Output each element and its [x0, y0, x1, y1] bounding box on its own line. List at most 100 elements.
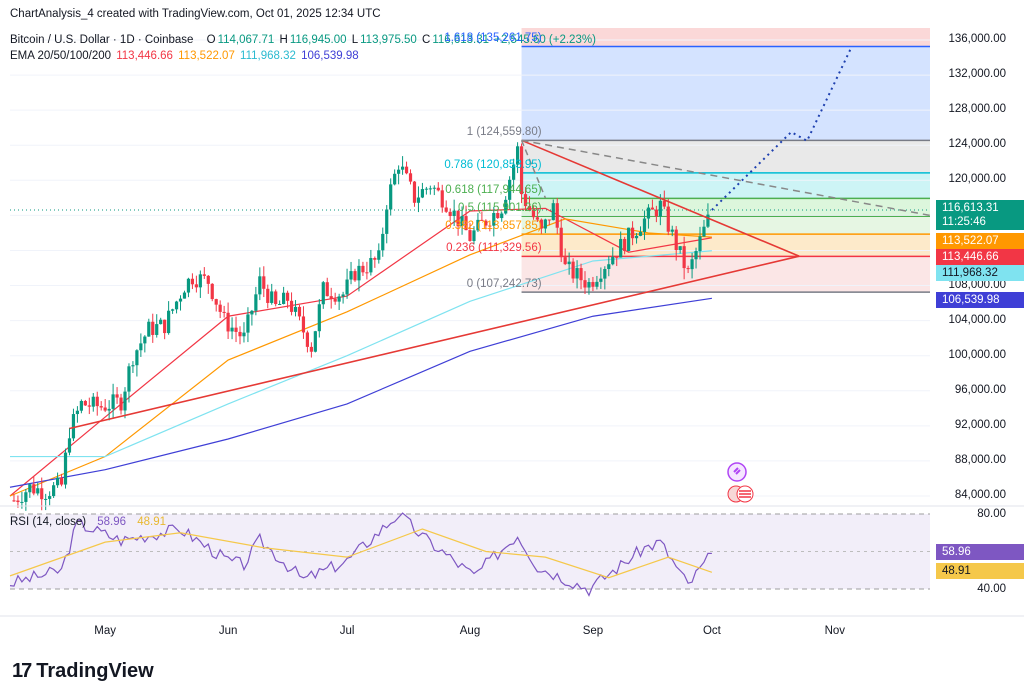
flag-icon[interactable] — [725, 460, 749, 484]
candle-body — [619, 238, 623, 258]
rsi-ma-tag: 48.91 — [936, 563, 1024, 579]
candle-body — [603, 269, 607, 279]
candle-body — [155, 324, 159, 335]
credit-line: ChartAnalysis_4 created with TradingView… — [10, 8, 381, 20]
candle-body — [567, 261, 571, 265]
candle-body — [167, 310, 171, 334]
candle-body — [650, 207, 655, 210]
candle-body — [87, 405, 91, 407]
candle-body — [607, 264, 611, 270]
rsi-legend: RSI (14, close) 58.96 48.91 — [10, 516, 167, 528]
fib-label: 0 (107,242.73) — [466, 278, 542, 291]
candle-body — [111, 394, 115, 409]
candle-body — [571, 261, 575, 279]
us-economic-event-icon[interactable] — [726, 483, 756, 505]
candle-body — [448, 211, 452, 217]
candle-body — [123, 391, 127, 411]
candle-body — [480, 219, 484, 221]
price-axis-label: 120,000.00 — [948, 173, 1006, 186]
candle-body — [662, 200, 666, 207]
candle-body — [75, 410, 80, 415]
price-axis-label: 100,000.00 — [948, 348, 1006, 361]
fib-label: 1 (124,559.80) — [466, 126, 542, 139]
candle-body — [186, 278, 191, 293]
ema-line-legend: EMA 20/50/100/200 113,446.66 113,522.07 … — [10, 50, 359, 62]
candle-body — [285, 292, 290, 301]
candle-body — [416, 197, 421, 203]
rsi-band — [10, 514, 930, 589]
fib-zone — [521, 140, 930, 173]
tradingview-logo[interactable]: 17 TradingView — [12, 660, 154, 682]
candle-body — [690, 259, 694, 270]
candle-body — [135, 350, 139, 366]
candle-body — [492, 213, 496, 226]
candle-body — [623, 238, 627, 251]
candle-body — [32, 484, 36, 494]
candle-body — [325, 282, 329, 297]
candle-body — [476, 219, 480, 231]
candle-body — [369, 258, 373, 273]
candle-body — [262, 276, 266, 289]
candle-body — [210, 283, 214, 300]
candle-body — [539, 219, 543, 229]
projection-path — [711, 48, 852, 211]
candle-body — [424, 188, 428, 190]
candle-body — [289, 300, 294, 312]
candle-body — [258, 276, 262, 295]
candle-body — [353, 271, 357, 281]
candle-body — [444, 207, 448, 212]
candle-body — [270, 291, 274, 303]
candle-body — [377, 250, 381, 260]
month-label: Sep — [582, 625, 604, 637]
candle-body — [420, 189, 425, 198]
candle-body — [559, 227, 563, 258]
candle-body — [234, 327, 238, 332]
candle-body — [159, 319, 163, 325]
price-tag: 113,446.66 — [936, 249, 1024, 265]
candle-body — [345, 279, 349, 295]
candle-body — [531, 210, 536, 218]
candle-body — [250, 310, 254, 315]
price-axis-label: 128,000.00 — [948, 103, 1006, 116]
ema50-line — [9, 218, 712, 497]
candle-body — [361, 265, 365, 273]
month-label: May — [94, 625, 117, 637]
trendlines — [69, 48, 931, 430]
candle-body — [698, 236, 702, 252]
candle-body — [44, 498, 48, 500]
candle-body — [12, 500, 16, 502]
candle-body — [52, 485, 56, 497]
rsi-line — [9, 512, 712, 597]
candle-body — [151, 321, 155, 335]
price-tag: 116,613.31 11:25:46 — [936, 200, 1024, 230]
candle-body — [313, 331, 317, 352]
rsi-pane — [0, 505, 1024, 617]
candle-body — [630, 227, 635, 239]
symbol-name: Bitcoin / U.S. Dollar · 1D · Coinbase — [10, 34, 194, 46]
candle-body — [178, 298, 183, 302]
candle-body — [666, 206, 670, 232]
price-axis-label: 104,000.00 — [948, 313, 1006, 326]
candle-body — [642, 218, 647, 233]
candle-body — [333, 298, 337, 302]
candle-body — [238, 331, 242, 337]
price-axis-label: 92,000.00 — [954, 418, 1006, 431]
candle-body — [472, 230, 476, 241]
candle-body — [412, 181, 417, 203]
candle-body — [702, 226, 706, 237]
candle-body — [83, 400, 87, 406]
trendline — [69, 255, 800, 430]
price-axis-label: 88,000.00 — [954, 453, 1006, 466]
candle-body — [627, 227, 631, 251]
ema200-line — [9, 297, 712, 488]
candle-body — [583, 280, 587, 288]
candle-body — [127, 366, 131, 392]
fib-label: 0.618 (117,944.65) — [445, 184, 542, 197]
candle-body — [543, 219, 547, 229]
candle-body — [20, 501, 24, 503]
candle-body — [432, 187, 436, 189]
month-label: Jun — [218, 625, 238, 637]
candle-body — [194, 284, 198, 288]
